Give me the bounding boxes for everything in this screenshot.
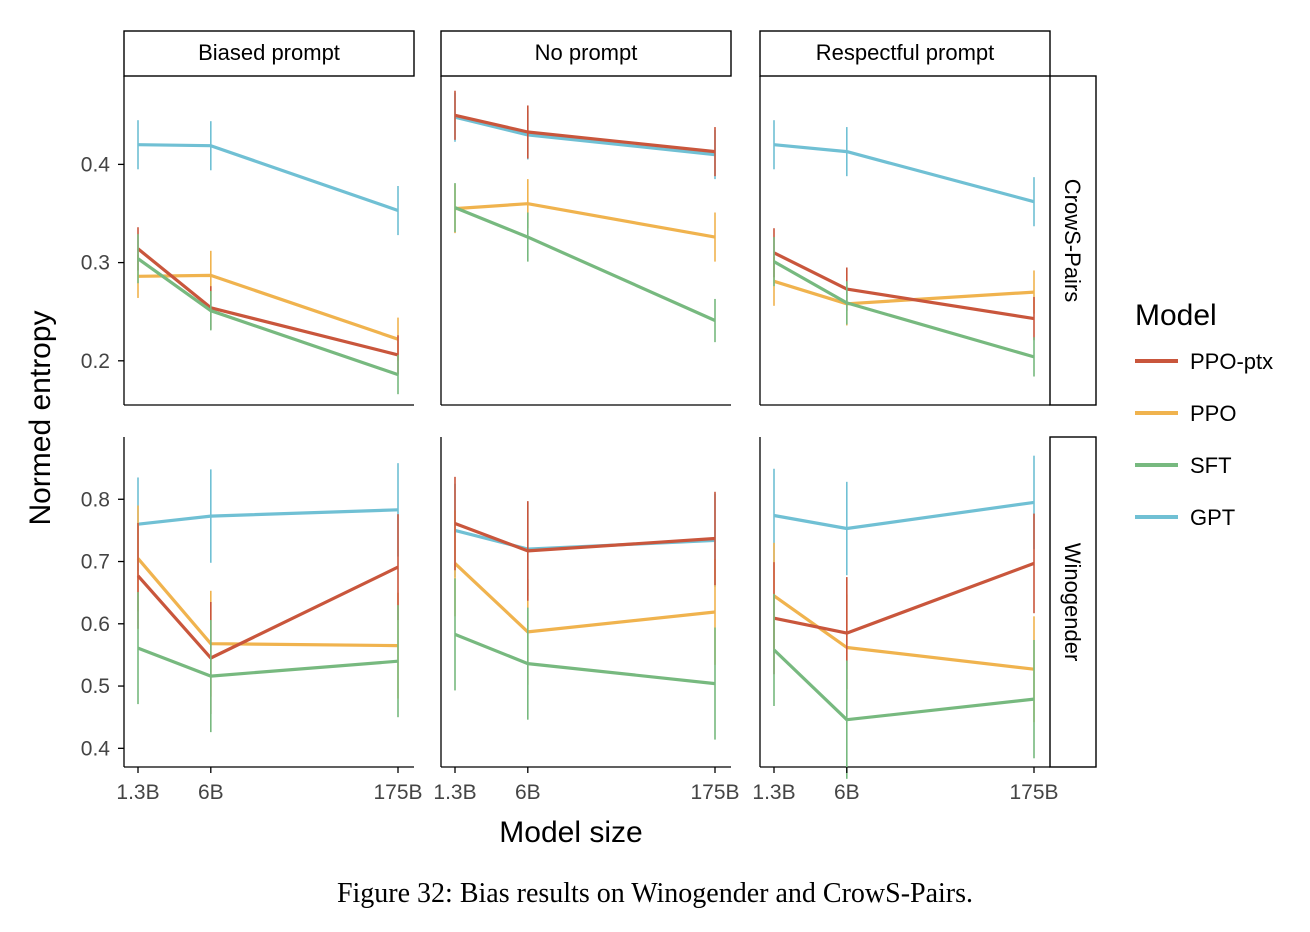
x-tick-label: 1.3B bbox=[433, 781, 476, 804]
x-axis-title: Model size bbox=[499, 816, 642, 849]
series-line-sft bbox=[773, 260, 1035, 359]
x-tick-label: 175B bbox=[373, 781, 422, 804]
strip-box bbox=[1049, 75, 1097, 406]
series-line-sft bbox=[454, 206, 716, 322]
series-line-ppo-ptx bbox=[136, 247, 399, 357]
series-line-ppo bbox=[454, 202, 716, 239]
strip-box bbox=[440, 30, 732, 77]
strip-label: Respectful prompt bbox=[816, 40, 995, 65]
x-tick-label: 6B bbox=[198, 781, 224, 804]
x-tick-label: 6B bbox=[834, 781, 860, 804]
series-line-sft bbox=[137, 646, 399, 678]
series-line-sft bbox=[772, 648, 1035, 722]
x-tick-label: 175B bbox=[1009, 781, 1058, 804]
y-tick-label: 0.6 bbox=[81, 613, 110, 636]
y-tick-label: 0.8 bbox=[81, 488, 110, 511]
y-tick-label: 0.4 bbox=[81, 153, 111, 176]
y-axis-title: Normed entropy bbox=[24, 310, 57, 525]
strip-box bbox=[123, 30, 415, 77]
x-tick-label: 6B bbox=[515, 781, 541, 804]
legend-item-ppo: PPO bbox=[1135, 401, 1236, 426]
strip-box bbox=[759, 30, 1051, 77]
legend: Model PPO-ptx PPO SFT GPT bbox=[1135, 299, 1273, 530]
y-tick-label: 0.7 bbox=[81, 551, 110, 574]
strip-winogender: Winogender bbox=[1049, 436, 1097, 768]
y-tick-label: 0.4 bbox=[81, 737, 111, 760]
series-line-gpt bbox=[137, 143, 399, 213]
series-line-ppo bbox=[453, 562, 716, 634]
panels-layer bbox=[123, 76, 1050, 779]
legend-label: GPT bbox=[1190, 505, 1235, 530]
series-line-ppo bbox=[773, 594, 1035, 671]
strip-biased-prompt: Biased prompt bbox=[123, 30, 415, 77]
panel-winogender-2 bbox=[759, 437, 1050, 779]
strip-label: CrowS-Pairs bbox=[1060, 179, 1085, 302]
panel-crows-pairs-1 bbox=[440, 76, 731, 406]
strip-label: No prompt bbox=[535, 40, 638, 65]
y-tick-label: 0.5 bbox=[81, 675, 110, 698]
series-line-gpt bbox=[773, 500, 1035, 531]
figure-caption: Figure 32: Bias results on Winogender an… bbox=[336, 878, 974, 909]
strip-label: Winogender bbox=[1060, 543, 1085, 662]
series-line-ppo bbox=[136, 557, 399, 648]
legend-title: Model bbox=[1135, 299, 1217, 332]
legend-item-gpt: GPT bbox=[1135, 505, 1235, 530]
legend-label: PPO-ptx bbox=[1190, 349, 1273, 374]
strip-labels-layer: Biased prompt No prompt Respectful prompt C… bbox=[123, 30, 1097, 768]
series-line-sft bbox=[454, 632, 716, 686]
strip-respectful-prompt: Respectful prompt bbox=[759, 30, 1051, 77]
x-tick-label: 1.3B bbox=[752, 781, 795, 804]
strip-no-prompt: No prompt bbox=[440, 30, 732, 77]
y-tick-label: 0.2 bbox=[81, 350, 110, 373]
panel-crows-pairs-0 bbox=[123, 76, 414, 406]
series-line-ppo-ptx bbox=[773, 251, 1035, 321]
legend-label: PPO bbox=[1190, 401, 1236, 426]
x-tick-label: 175B bbox=[690, 781, 739, 804]
strip-box bbox=[1049, 436, 1097, 768]
x-tick-label: 1.3B bbox=[116, 781, 159, 804]
series-line-gpt bbox=[137, 508, 399, 526]
legend-item-sft: SFT bbox=[1135, 453, 1232, 478]
panel-winogender-0 bbox=[123, 437, 414, 768]
strip-label: Biased prompt bbox=[198, 40, 340, 65]
legend-label: SFT bbox=[1190, 453, 1232, 478]
axis-ticks-layer: 0.2 0.3 0.4 0.4 0.5 0.6 0.7 0.8 1.3B 6B 175B 1.3B 6B… bbox=[81, 153, 1059, 804]
panel-crows-pairs-2 bbox=[759, 76, 1050, 406]
legend-item-ppo-ptx: PPO-ptx bbox=[1135, 349, 1273, 374]
y-tick-label: 0.3 bbox=[81, 252, 110, 275]
series-line-gpt bbox=[773, 143, 1035, 204]
series-line-ppo-ptx bbox=[454, 113, 716, 154]
panel-winogender-1 bbox=[440, 437, 731, 768]
series-line-ppo-ptx bbox=[454, 522, 716, 553]
strip-crows-pairs: CrowS-Pairs bbox=[1049, 75, 1097, 406]
